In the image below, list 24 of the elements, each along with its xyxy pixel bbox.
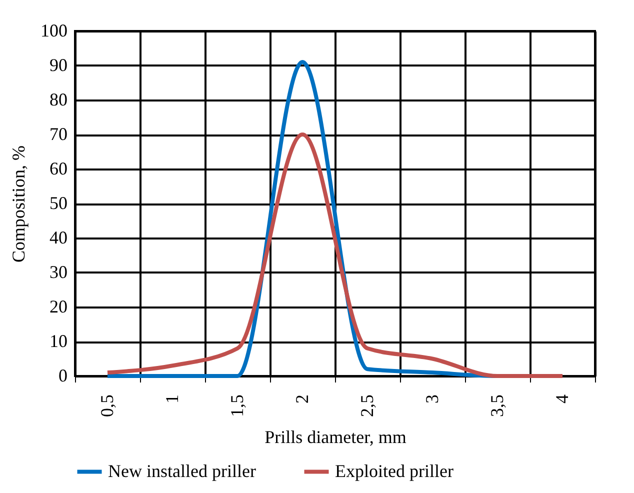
- y-tick-label: 20: [50, 296, 68, 316]
- x-tick-label: 3,5: [487, 394, 507, 417]
- x-tick-label: 1,5: [227, 394, 247, 417]
- y-tick-label: 10: [50, 331, 68, 351]
- y-tick-label: 50: [50, 193, 68, 213]
- x-tick-label: 1: [162, 394, 182, 404]
- x-tick-label: 2: [292, 394, 312, 404]
- x-tick-label: 2,5: [357, 394, 377, 417]
- y-tick-label: 90: [50, 55, 68, 75]
- legend-label: New installed priller: [108, 460, 256, 481]
- y-tick-label: 100: [40, 20, 68, 40]
- x-tick-label: 3: [422, 394, 442, 404]
- y-tick-label: 40: [50, 228, 68, 248]
- line-series: [106, 132, 564, 378]
- y-tick-label: 80: [50, 90, 68, 110]
- legend-label: Exploited priller: [335, 460, 454, 481]
- y-tick-label: 30: [50, 262, 68, 282]
- x-axis-title: Prills diameter, mm: [264, 427, 406, 447]
- x-tick-label: 0,5: [97, 394, 117, 417]
- y-tick-label: 60: [50, 158, 68, 178]
- y-axis-title: Composition, %: [8, 145, 28, 263]
- x-tick-label: 4: [552, 394, 572, 404]
- y-tick-label: 0: [58, 366, 68, 386]
- y-tick-label: 70: [50, 124, 68, 144]
